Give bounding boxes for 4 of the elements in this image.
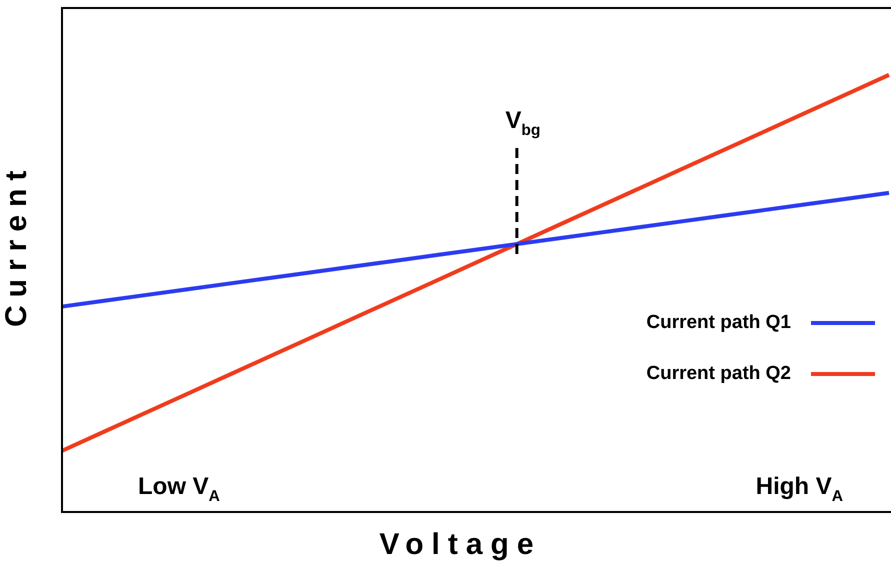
legend-label: Current path Q2 bbox=[646, 362, 791, 384]
y-axis-title: Current bbox=[0, 162, 34, 327]
x-axis-title: Voltage bbox=[378, 528, 543, 562]
legend-label: Current path Q1 bbox=[646, 312, 791, 334]
